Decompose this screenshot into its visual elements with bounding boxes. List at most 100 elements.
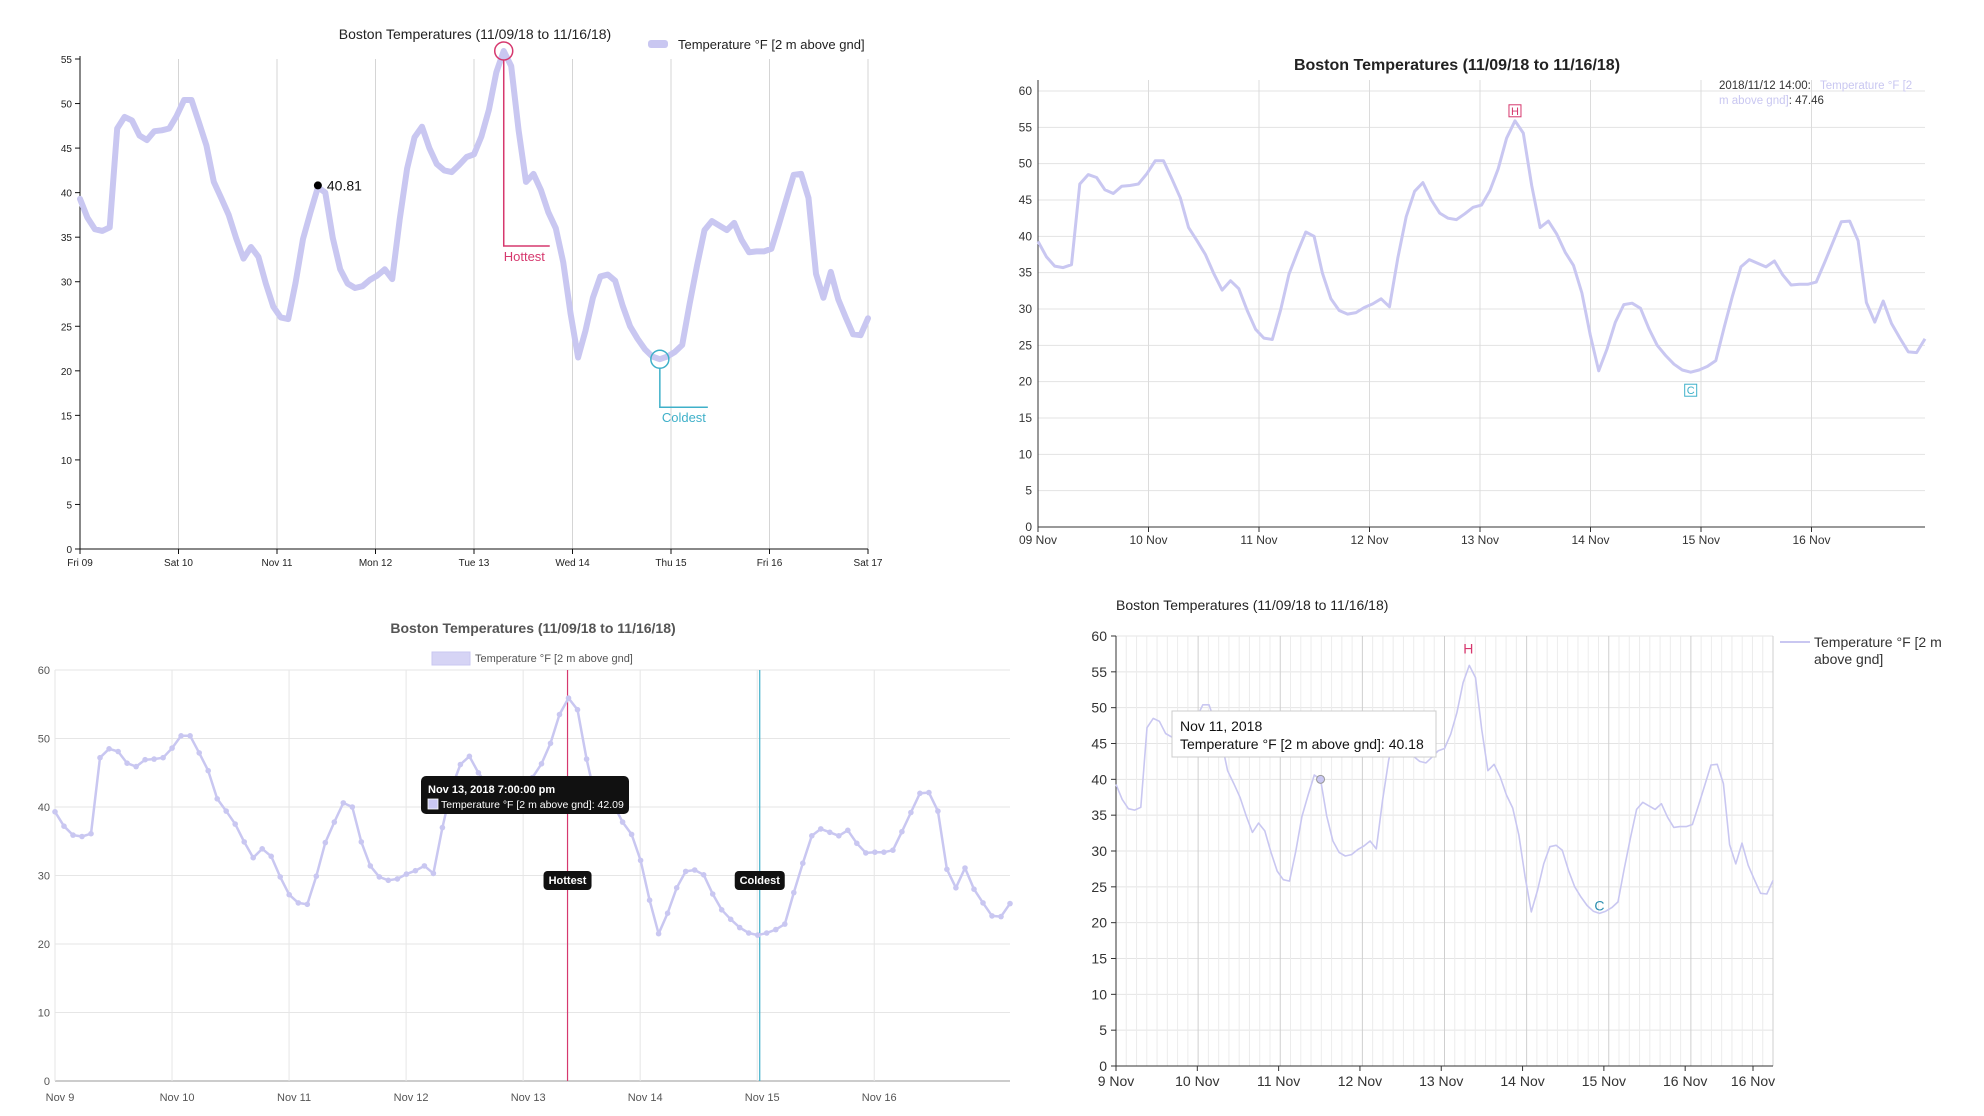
chart-a-x-tick-label: Fri 16	[757, 558, 783, 569]
chart-c-data-point	[682, 868, 689, 875]
chart-c-data-point	[52, 809, 58, 815]
chart-b-hottest-flag-box	[1508, 104, 1522, 118]
chart-c-data-point	[646, 897, 653, 903]
chart-c-data-point	[133, 763, 139, 770]
chart-d-tooltip-body: Temperature °F [2 m above gnd]: 40.18	[1180, 736, 1424, 752]
chart-c-data-point	[376, 874, 383, 880]
chart-d-y-tick-label: 5	[1099, 1022, 1107, 1038]
chart-c-coldest-tag-box	[734, 871, 785, 890]
chart-a-gridlines	[178, 59, 869, 549]
chart-c-data-point	[79, 833, 85, 840]
chart-d-y-tick-label: 35	[1091, 807, 1107, 823]
chart-panel-d: Boston Temperatures (11/09/18 to 11/16/1…	[1060, 580, 1984, 1116]
chart-c-y-tick-label: 30	[38, 871, 50, 883]
chart-a-x-tick-label: Fri 09	[67, 558, 93, 569]
chart-c-data-point	[718, 907, 725, 913]
chart-c-data-point	[394, 876, 401, 882]
chart-d-hover-point[interactable]	[1316, 774, 1326, 784]
chart-d-x-tick-label: 13 Nov	[1419, 1073, 1463, 1089]
chart-c-tooltip-box	[421, 776, 629, 814]
chart-c-data-point	[385, 877, 392, 884]
chart-a-x-axis: Fri 09 Sat 10 Nov 11 Mon 12 Tue 13 Wed 14 Thu …	[67, 548, 883, 569]
chart-a-coldest-connector	[659, 368, 708, 408]
chart-d-x-tick-label: 16 Nov	[1731, 1073, 1775, 1089]
chart-a-y-tick-label: 20	[61, 367, 73, 378]
chart-d-y-tick-label: 45	[1091, 736, 1107, 752]
chart-c-y-tick-label: 40	[38, 802, 50, 814]
chart-c-x-tick-label: Nov 10	[160, 1092, 195, 1104]
chart-d-y-tick-label: 25	[1091, 879, 1107, 895]
chart-c-data-point	[971, 886, 977, 892]
chart-b-y-tick-label: 15	[1019, 411, 1033, 425]
chart-b-x-tick-label: 12 Nov	[1350, 533, 1388, 547]
chart-c-data-point	[241, 839, 247, 845]
chart-d-tooltip: Nov 11, 2018 Temperature °F [2 m above g…	[1171, 710, 1437, 758]
chart-a-y-tick-label: 50	[61, 100, 73, 111]
chart-a-y-tick-label: 30	[61, 278, 73, 289]
chart-b-temperature-line	[1036, 119, 1927, 374]
chart-c-data-point	[169, 745, 175, 751]
chart-c-data-point	[854, 840, 860, 847]
chart-d-tooltip-box	[1171, 710, 1437, 758]
chart-b-y-tick-label: 30	[1019, 302, 1033, 316]
chart-c-tooltip: Nov 13, 2018 7:00:00 pm Temperature °F […	[421, 776, 629, 814]
chart-c-data-point	[475, 770, 482, 776]
chart-d-title: Boston Temperatures (11/09/18 to 11/16/1…	[1116, 597, 1388, 613]
chart-b-y-tick-label: 60	[1019, 84, 1033, 98]
chart-c-y-tick-label: 0	[44, 1076, 50, 1088]
chart-c-legend-swatch	[431, 651, 471, 666]
chart-a-x-tick-label: Nov 11	[262, 558, 293, 569]
chart-d-y-tick-label: 55	[1091, 664, 1107, 680]
chart-d-x-tick-label: 12 Nov	[1338, 1073, 1382, 1089]
chart-b-svg: Boston Temperatures (11/09/18 to 11/16/1…	[1019, 57, 1927, 547]
chart-c-data-point	[349, 804, 356, 810]
chart-d-y-tick-label: 15	[1091, 951, 1107, 967]
chart-a-y-axis: 0 5 10 15 20 25 30 35 40 45 50 55	[61, 55, 81, 556]
chart-d-x-tick-label: 14 Nov	[1500, 1073, 1544, 1089]
chart-c-data-point	[142, 756, 148, 763]
chart-c-x-tick-label: Nov 15	[745, 1092, 780, 1104]
chart-a-temperature-line	[77, 48, 871, 363]
chart-d-y-tick-label: 10	[1091, 986, 1107, 1002]
chart-d-temperature-line	[1115, 664, 1774, 915]
chart-a-x-tick-label: Thu 15	[655, 558, 687, 569]
chart-c-x-tick-label: Nov 16	[862, 1092, 897, 1104]
chart-b-y-tick-label: 10	[1019, 447, 1033, 461]
chart-c-data-point	[286, 891, 293, 898]
chart-c-data-point	[944, 866, 950, 873]
chart-b-x-tick-label: 14 Nov	[1571, 533, 1609, 547]
chart-a-highlight-value: 40.81	[327, 177, 362, 193]
chart-b-y-tick-label: 45	[1019, 193, 1033, 207]
chart-b-hottest-flag: H	[1508, 104, 1522, 118]
chart-a-y-tick-label: 15	[61, 411, 73, 422]
chart-d-y-tick-label: 20	[1091, 915, 1107, 931]
chart-a-y-tick-label: 40	[61, 189, 73, 200]
chart-c-tooltip-swatch	[427, 798, 439, 810]
chart-b-tooltip-series-2: m above gnd]	[1719, 95, 1789, 107]
chart-c-data-point	[466, 753, 473, 760]
chart-c-data-point	[773, 926, 779, 933]
chart-a-y-tick-label: 55	[61, 55, 73, 66]
chart-c-data-point	[863, 850, 869, 856]
chart-c-data-point	[538, 761, 545, 767]
chart-c-data-point	[628, 831, 635, 838]
chart-d-x-tick-label: 11 Nov	[1257, 1073, 1300, 1089]
chart-b-y-tick-label: 35	[1019, 266, 1033, 280]
chart-c-data-point	[818, 826, 824, 832]
chart-c-data-point	[313, 873, 320, 879]
chart-d-hottest-marker: H	[1463, 640, 1473, 656]
chart-c-data-point	[800, 860, 806, 866]
chart-c-data-point	[872, 849, 878, 855]
chart-panel-a: Boston Temperatures (11/09/18 to 11/16/1…	[0, 0, 900, 580]
chart-c-data-point	[340, 800, 347, 806]
chart-a-highlight-point[interactable]	[313, 181, 322, 190]
chart-d-x-tick-label: 9 Nov	[1098, 1073, 1135, 1089]
chart-c-data-point	[70, 832, 76, 838]
chart-b-y-tick-label: 5	[1025, 484, 1032, 498]
chart-c-data-point	[691, 867, 698, 873]
chart-a-y-tick-label: 5	[66, 500, 72, 511]
chart-a-x-tick-label: Sat 17	[854, 558, 883, 569]
chart-c-data-point	[160, 754, 166, 761]
chart-b-y-tick-label: 0	[1025, 520, 1032, 534]
chart-c-x-tick-label: Nov 14	[628, 1092, 663, 1104]
